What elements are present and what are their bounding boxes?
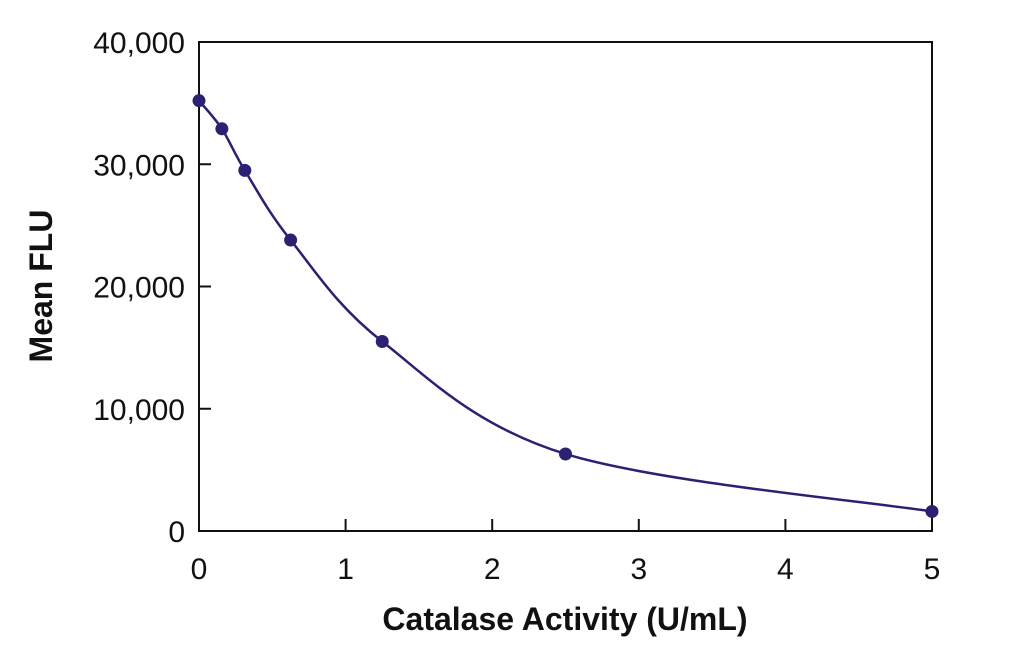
x-tick-label: 4: [777, 553, 794, 586]
data-point: [559, 447, 572, 461]
data-point: [192, 94, 206, 108]
y-tick-label: 20,000: [93, 272, 185, 305]
x-axis-label: Catalase Activity (U/mL): [382, 601, 747, 637]
y-axis-label: Mean FLU: [23, 210, 59, 363]
data-point: [215, 122, 229, 136]
y-tick-label: 30,000: [93, 149, 185, 182]
x-tick-label: 2: [484, 553, 501, 586]
data-point: [375, 335, 389, 349]
data-point: [925, 504, 939, 518]
x-tick-label: 0: [191, 553, 208, 586]
data-point: [284, 233, 298, 247]
y-tick-label: 40,000: [93, 27, 185, 60]
y-tick-label: 10,000: [93, 394, 185, 427]
x-tick-label: 1: [337, 553, 354, 586]
fit-curve: [198, 99, 933, 513]
x-tick-label: 3: [630, 553, 647, 586]
y-tick-label: 0: [168, 516, 185, 549]
data-point: [238, 163, 252, 177]
x-tick-label: 5: [924, 553, 941, 586]
